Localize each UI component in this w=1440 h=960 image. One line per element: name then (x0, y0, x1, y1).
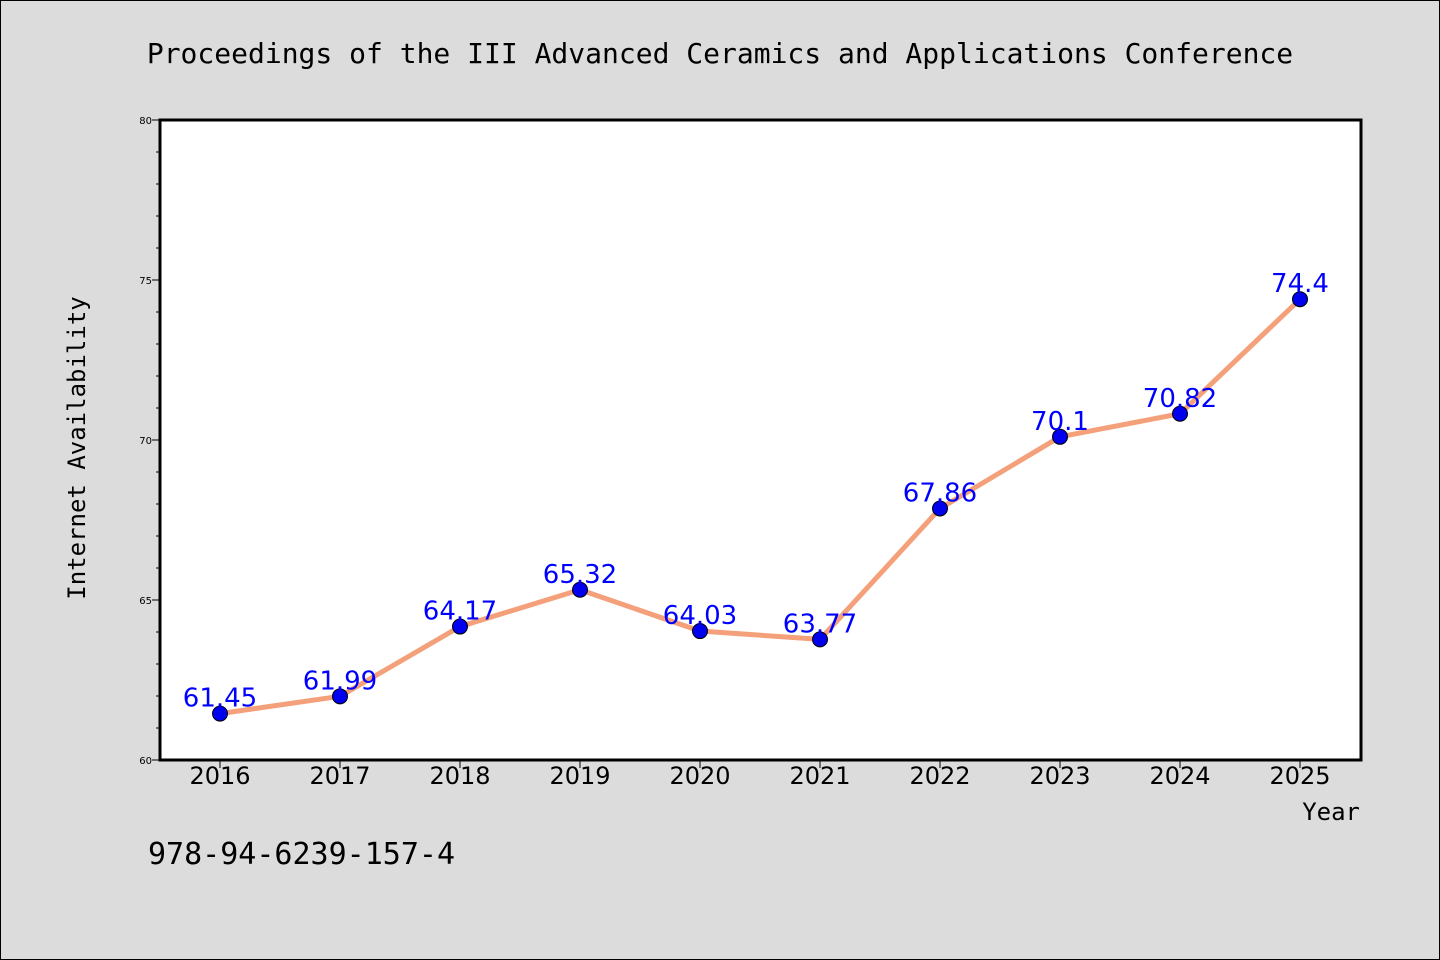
data-point (452, 618, 468, 635)
data-point (1052, 428, 1068, 445)
x-tick-label: 2024 (1149, 762, 1210, 790)
x-tick-label: 2020 (669, 762, 730, 790)
x-axis: 2016 2017 2018 2019 2020 2021 2022 2023 2024 2025 (189, 760, 1331, 790)
data-point (572, 581, 588, 598)
plot-area (158, 118, 1363, 762)
y-tick-label: 75 (139, 276, 152, 287)
data-point (932, 500, 948, 517)
data-labels: 61.45 61.99 64.17 65.32 64.03 63.77 67.86 70.1 7… (183, 269, 1329, 713)
data-label: 61.99 (303, 666, 377, 696)
data-label: 70.82 (1143, 384, 1217, 414)
x-tick-label: 2018 (429, 762, 490, 790)
x-tick-label: 2019 (549, 762, 610, 790)
series-line (219, 297, 1302, 717)
data-label: 65.32 (543, 560, 617, 590)
x-tick-label: 2021 (789, 762, 850, 790)
x-axis-label: Year (1302, 798, 1360, 826)
y-axis: 60 65 70 75 80 (139, 116, 160, 767)
x-tick-label: 2016 (189, 762, 250, 790)
x-tick-label: 2025 (1269, 762, 1330, 790)
data-label: 64.17 (423, 597, 497, 627)
chart-title: Proceedings of the III Advanced Ceramics… (147, 37, 1293, 70)
y-tick-label: 65 (139, 596, 152, 607)
data-point (812, 631, 828, 648)
data-label: 67.86 (903, 478, 977, 508)
data-point (692, 623, 708, 640)
data-point (212, 705, 228, 722)
data-label: 61.45 (183, 684, 257, 714)
y-tick-label: 80 (139, 116, 152, 127)
data-point (1292, 291, 1308, 308)
x-tick-label: 2022 (909, 762, 970, 790)
y-axis-label: Internet Availability (63, 296, 91, 599)
data-label: 63.77 (783, 609, 857, 639)
series-group (212, 291, 1308, 722)
y-tick-label: 70 (139, 436, 152, 447)
data-point (332, 688, 348, 705)
data-label: 64.03 (663, 601, 737, 631)
x-tick-label: 2017 (309, 762, 370, 790)
data-label: 70.1 (1031, 407, 1089, 437)
data-point (1172, 405, 1188, 422)
x-tick-label: 2023 (1029, 762, 1090, 790)
y-tick-label: 60 (139, 756, 152, 767)
data-label: 74.4 (1271, 269, 1329, 299)
isbn-text: 978-94-6239-157-4 (148, 837, 455, 872)
